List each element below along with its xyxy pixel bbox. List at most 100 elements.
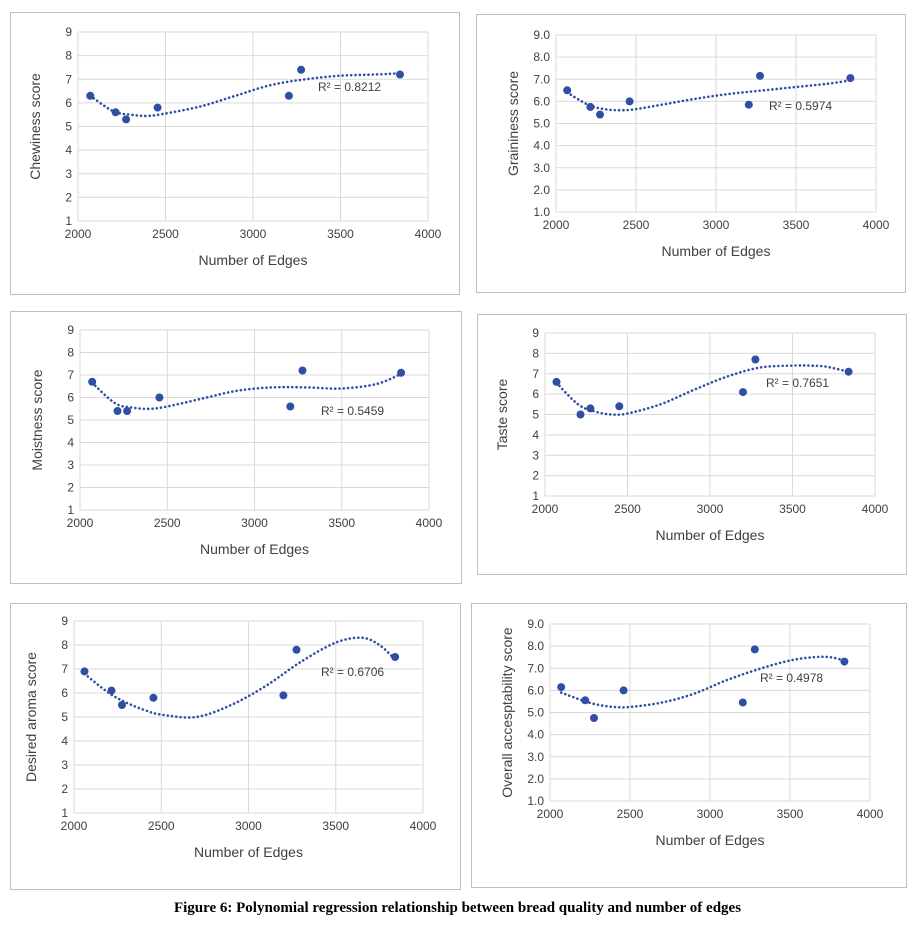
x-tick-label: 3000 — [241, 516, 268, 530]
y-tick-label: 2.0 — [533, 183, 550, 197]
y-tick-label: 4 — [532, 428, 539, 442]
y-tick-label: 7.0 — [533, 72, 550, 86]
data-point — [756, 71, 764, 80]
y-tick-label: 1 — [65, 214, 72, 228]
data-point — [739, 388, 747, 397]
data-point — [738, 698, 747, 707]
chart-svg: 1 2 3 4 5 6 7 8 9 2000 2500 3000 3500 4000 Number of E… — [23, 614, 437, 860]
y-tick-label: 6 — [61, 686, 68, 700]
x-tick-label: 3500 — [777, 807, 804, 821]
data-point — [619, 686, 628, 695]
data-point — [111, 108, 120, 117]
y-tick-label: 5 — [61, 710, 68, 724]
y-tick-label: 8.0 — [527, 639, 544, 653]
chart-svg: 1 2 3 4 5 6 7 8 9 2000 2500 3000 3500 4000 Number of E… — [27, 25, 442, 268]
y-tick-label: 3 — [65, 167, 72, 181]
x-tick-label: 4000 — [416, 516, 443, 530]
y-tick-label: 9 — [67, 323, 74, 337]
y-axis-title: Moistness score — [29, 369, 45, 470]
chart-panel-moistness: 1 2 3 4 5 6 7 8 9 2000 2500 3000 3500 4000 Number of E… — [10, 311, 462, 584]
r-squared-label: R² = 0.5974 — [769, 99, 832, 113]
chart-panel-graininess: 1.0 2.0 3.0 4.0 5.0 6.0 7.0 8.0 9.0 2000 2500 3000 3… — [476, 14, 906, 293]
y-axis-title: Taste score — [494, 378, 510, 450]
y-tick-label: 1 — [67, 503, 74, 517]
y-tick-label: 5 — [532, 408, 539, 422]
x-tick-label: 2000 — [532, 502, 559, 516]
x-tick-label: 3500 — [327, 227, 354, 241]
data-point — [118, 701, 126, 709]
data-point — [286, 402, 295, 411]
data-point — [581, 696, 590, 705]
chart-svg: 1.0 2.0 3.0 4.0 5.0 6.0 7.0 8.0 9.0 2000 2500 3000 3… — [505, 28, 890, 259]
data-point — [576, 410, 585, 419]
y-tick-label: 1 — [532, 489, 539, 503]
y-tick-label: 9 — [65, 25, 72, 39]
data-point — [153, 103, 162, 112]
x-tick-label: 2500 — [152, 227, 179, 241]
y-tick-label: 4 — [65, 143, 72, 157]
data-point — [397, 368, 406, 377]
x-tick-label: 4000 — [863, 218, 890, 232]
y-tick-label: 3 — [61, 758, 68, 772]
data-point — [391, 653, 400, 661]
x-axis-title: Number of Edges — [662, 243, 771, 259]
data-point — [563, 86, 572, 95]
x-tick-label: 2500 — [614, 502, 641, 516]
x-tick-label: 2500 — [623, 218, 650, 232]
y-tick-label: 5.0 — [527, 706, 544, 720]
y-tick-label: 8 — [532, 346, 539, 360]
chart-svg: 1.0 2.0 3.0 4.0 5.0 6.0 7.0 8.0 9.0 2000 2500 3000 3… — [499, 617, 884, 848]
x-tick-label: 2000 — [543, 218, 570, 232]
x-tick-label: 2000 — [65, 227, 92, 241]
chart-panel-aroma: 1 2 3 4 5 6 7 8 9 2000 2500 3000 3500 4000 Number of E… — [10, 603, 461, 890]
y-tick-label: 5.0 — [533, 117, 550, 131]
x-tick-label: 4000 — [410, 819, 437, 833]
y-tick-label: 4.0 — [533, 139, 550, 153]
chart-svg: 1 2 3 4 5 6 7 8 9 2000 2500 3000 3500 4000 Number of E… — [494, 326, 889, 543]
x-tick-label: 3500 — [328, 516, 355, 530]
x-tick-label: 2000 — [67, 516, 94, 530]
y-tick-label: 8 — [67, 346, 74, 360]
data-point — [840, 657, 849, 666]
r-squared-label: R² = 0.8212 — [318, 80, 381, 94]
y-axis-title: Overall accesptability score — [499, 627, 515, 798]
y-tick-label: 9.0 — [533, 28, 550, 42]
data-point — [292, 645, 301, 654]
y-tick-label: 6.0 — [533, 94, 550, 108]
trendline-polynomial — [83, 636, 397, 719]
y-tick-label: 4 — [61, 734, 68, 748]
y-tick-label: 7 — [532, 367, 539, 381]
y-tick-label: 9.0 — [527, 617, 544, 631]
data-point — [113, 407, 122, 415]
y-tick-label: 7 — [61, 662, 68, 676]
x-tick-label: 3500 — [783, 218, 810, 232]
data-point — [846, 74, 855, 83]
y-tick-label: 1 — [61, 806, 68, 820]
x-tick-label: 3500 — [779, 502, 806, 516]
trendline-polynomial — [89, 72, 402, 118]
trendline-polynomial — [555, 364, 850, 417]
x-tick-label: 4000 — [857, 807, 884, 821]
y-tick-label: 2 — [65, 190, 72, 204]
data-point — [751, 355, 760, 364]
data-point — [586, 404, 595, 413]
figure-caption: Figure 6: Polynomial regression relation… — [173, 900, 742, 916]
y-tick-label: 5 — [65, 120, 72, 134]
data-point — [615, 402, 624, 411]
y-tick-label: 8 — [61, 638, 68, 652]
x-tick-label: 2500 — [617, 807, 644, 821]
x-axis-title: Number of Edges — [194, 844, 303, 860]
chart-panel-taste: 1 2 3 4 5 6 7 8 9 2000 2500 3000 3500 4000 Number of E… — [477, 314, 907, 575]
trendline-polynomial — [559, 655, 846, 709]
data-point — [88, 377, 97, 386]
x-tick-label: 4000 — [862, 502, 889, 516]
y-tick-label: 4.0 — [527, 728, 544, 742]
x-axis-title: Number of Edges — [199, 252, 308, 268]
data-point — [625, 97, 634, 106]
x-tick-label: 2500 — [148, 819, 175, 833]
y-tick-label: 3 — [67, 458, 74, 472]
r-squared-label: R² = 0.5459 — [321, 404, 384, 418]
y-axis-title: Chewiness score — [27, 73, 43, 180]
data-point — [297, 65, 306, 74]
r-squared-label: R² = 0.6706 — [321, 665, 384, 679]
